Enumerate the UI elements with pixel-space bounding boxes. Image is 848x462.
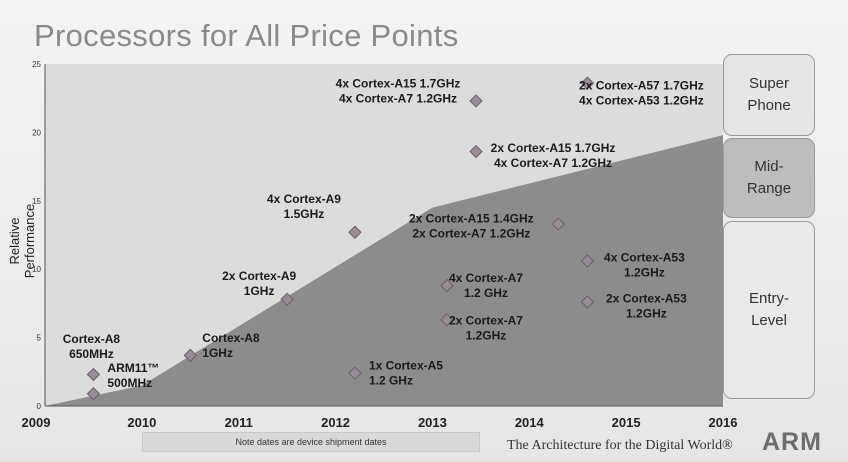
data-point-marker xyxy=(86,367,101,382)
data-point-label: 2x Cortex-A9 xyxy=(222,269,296,283)
data-point-marker xyxy=(440,313,454,327)
data-point-label: 1x Cortex-A5 xyxy=(369,359,443,373)
data-point-label: 1GHz xyxy=(202,346,233,360)
data-point-label: 500MHz xyxy=(107,376,152,390)
slide-title: Processors for All Price Points xyxy=(34,18,459,53)
x-tick-label: 2011 xyxy=(225,415,253,430)
tier-entry-level: Entry-Level xyxy=(723,221,815,399)
tier-label: Mid-Range xyxy=(746,157,792,198)
data-point-label: 2x Cortex-A15 1.4GHz xyxy=(409,212,534,226)
data-point-label: 650MHz xyxy=(69,347,114,361)
data-point-label: 1.2GHz xyxy=(626,307,667,321)
tier-label: Super Phone xyxy=(747,74,791,115)
data-point-marker xyxy=(183,348,197,363)
data-point-marker xyxy=(580,76,595,90)
data-point-label: 4x Cortex-A53 1.2GHz xyxy=(579,94,704,108)
data-point-label: 2x Cortex-A53 xyxy=(606,292,687,306)
data-point-marker xyxy=(580,254,595,268)
data-point-marker xyxy=(469,144,483,159)
data-point-label: 2x Cortex-A57 1.7GHz xyxy=(579,79,704,93)
data-point-marker xyxy=(440,278,454,293)
tier-super-phone: Super Phone xyxy=(723,54,815,136)
data-point-label: 4x Cortex-A7 1.2GHz xyxy=(339,91,457,105)
data-point-label: 4x Cortex-A15 1.7GHz xyxy=(336,76,461,90)
y-tick-label: 0 xyxy=(37,402,42,411)
data-point-label: 1GHz xyxy=(244,284,275,298)
y-tick-label: 20 xyxy=(32,128,41,137)
x-tick-label: 2009 xyxy=(22,415,51,430)
data-point-label: 1.2GHz xyxy=(466,328,507,342)
data-point-label: 4x Cortex-A9 xyxy=(267,192,341,206)
data-point-label: 1.2 GHz xyxy=(369,374,413,388)
y-tick-label: 25 xyxy=(32,60,41,69)
data-point-marker xyxy=(348,225,362,239)
x-tick-label: 2016 xyxy=(709,415,738,430)
data-point-label: 2x Cortex-A15 1.7GHz xyxy=(491,141,616,155)
performance-area xyxy=(45,135,723,407)
data-point-label: 2x Cortex-A7 xyxy=(449,313,523,327)
tier-mid-range: Mid-Range xyxy=(723,138,815,218)
x-tick-label: 2013 xyxy=(418,415,447,430)
data-point-label: 1.2 GHz xyxy=(464,286,508,300)
data-point-marker xyxy=(580,295,595,309)
data-point-label: 2x Cortex-A7 1.2GHz xyxy=(412,227,530,241)
data-point-label: 4x Cortex-A53 xyxy=(604,250,685,264)
arm-logo: ARM xyxy=(762,428,822,456)
data-point-label: ARM11™ xyxy=(107,361,159,375)
data-point-label: 4x Cortex-A7 xyxy=(449,271,523,285)
x-tick-label: 2015 xyxy=(612,415,641,430)
data-point-label: Cortex-A8 xyxy=(202,331,260,345)
x-tick-label: 2010 xyxy=(127,415,156,430)
tier-label: Entry-Level xyxy=(748,289,789,330)
data-point-label: 1.2GHz xyxy=(624,265,665,279)
data-point-marker xyxy=(348,366,362,380)
x-tick-label: 2012 xyxy=(321,415,350,430)
y-tick-label: 10 xyxy=(32,265,41,274)
y-tick-label: 15 xyxy=(32,197,41,206)
tagline: The Architecture for the Digital World® xyxy=(507,438,733,453)
data-point-marker xyxy=(551,217,566,231)
shipment-dates-note: Note dates are device shipment dates xyxy=(142,432,480,452)
data-point-marker xyxy=(280,292,294,307)
data-point-label: 4x Cortex-A7 1.2GHz xyxy=(494,156,612,170)
data-point-marker xyxy=(86,386,101,401)
data-point-marker xyxy=(469,94,483,108)
y-tick-label: 5 xyxy=(37,334,42,343)
data-point-label: 1.5GHz xyxy=(284,207,325,221)
data-point-label: Cortex-A8 xyxy=(63,332,121,346)
x-tick-label: 2014 xyxy=(515,415,545,430)
